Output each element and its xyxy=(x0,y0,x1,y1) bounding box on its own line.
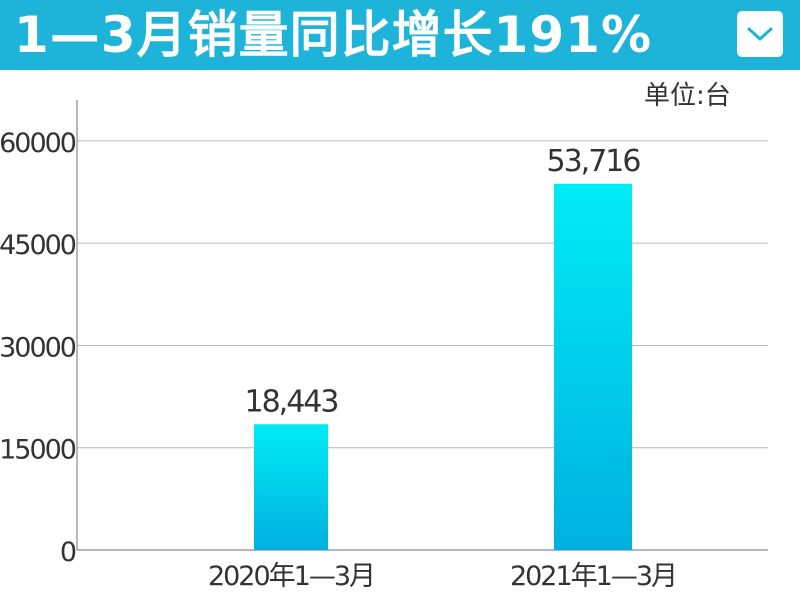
bar xyxy=(554,183,632,550)
dropdown-button[interactable] xyxy=(737,11,783,57)
x-tick-label: 2020年1—3月 xyxy=(208,561,374,592)
data-label: 53,716 xyxy=(547,144,641,179)
y-tick-label: 0 xyxy=(60,537,76,568)
unit-label: 单位:台 xyxy=(644,81,731,111)
y-tick-label: 30000 xyxy=(0,332,76,363)
chevron-down-icon xyxy=(747,27,773,41)
y-tick-label: 15000 xyxy=(0,435,76,466)
y-tick-label: 60000 xyxy=(0,128,76,159)
data-label: 18,443 xyxy=(245,384,338,419)
title-bar: 1—3月销量同比增长191% xyxy=(0,0,800,70)
bar xyxy=(254,424,328,550)
chart-title: 1—3月销量同比增长191% xyxy=(14,6,653,64)
x-tick-label: 2021年1—3月 xyxy=(510,561,676,592)
y-tick-label: 45000 xyxy=(0,230,76,261)
